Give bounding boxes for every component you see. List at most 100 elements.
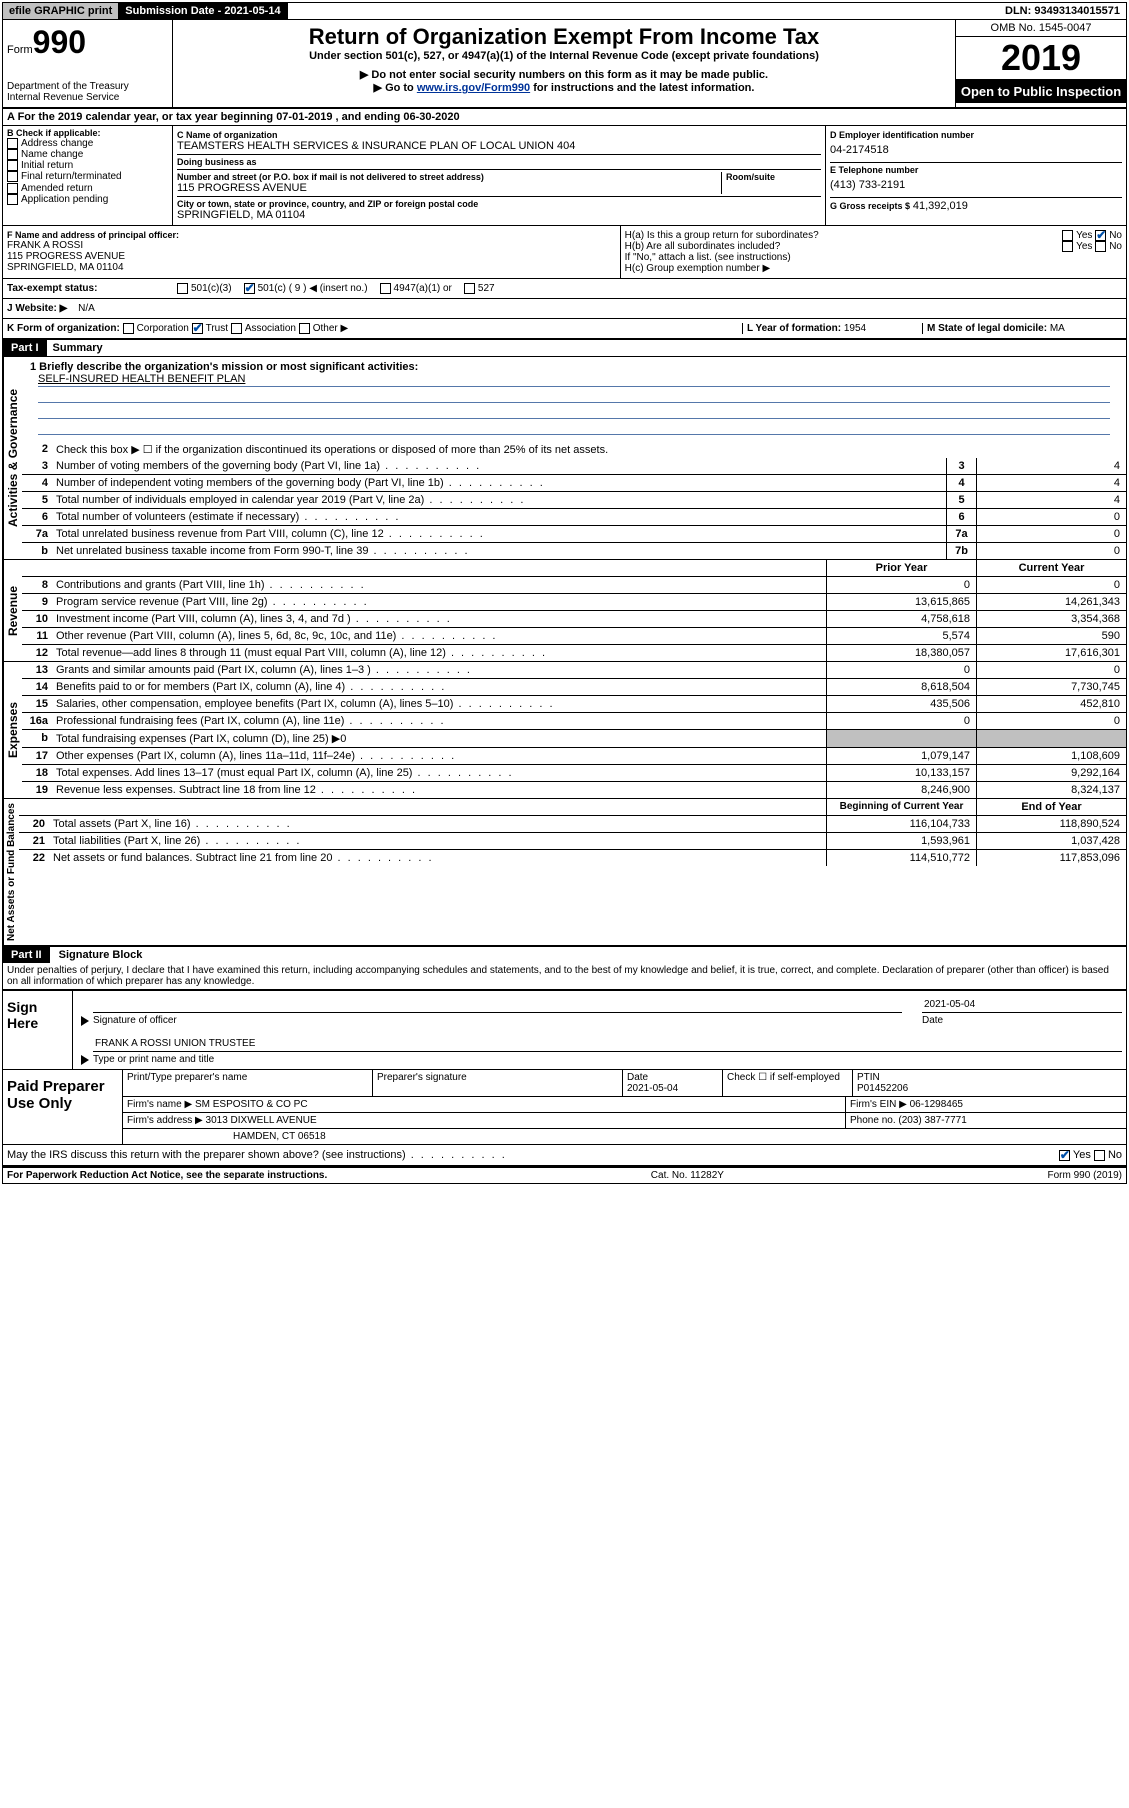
open-to-public: Open to Public Inspection	[956, 80, 1126, 103]
j-label: J Website: ▶	[7, 303, 67, 314]
perjury-statement: Under penalties of perjury, I declare th…	[3, 963, 1126, 989]
org-name: TEAMSTERS HEALTH SERVICES & INSURANCE PL…	[177, 140, 821, 152]
opt-final-return: Final return/terminated	[21, 172, 122, 183]
form-header: Form990 Department of the Treasury Inter…	[3, 20, 1126, 109]
sig-date: 2021-05-04	[922, 997, 1122, 1013]
form990-link[interactable]: www.irs.gov/Form990	[417, 82, 530, 94]
ptin-label: PTIN	[857, 1072, 880, 1083]
opt-app-pending: Application pending	[21, 194, 108, 205]
opt-501c3: 501(c)(3)	[191, 283, 232, 294]
cat-no: Cat. No. 11282Y	[651, 1170, 724, 1181]
line-17: 17 Other expenses (Part IX, column (A), …	[22, 748, 1126, 765]
firm-addr1: 3013 DIXWELL AVENUE	[206, 1115, 317, 1126]
chk-corp[interactable]	[123, 323, 134, 334]
b-label: B Check if applicable:	[7, 128, 168, 138]
chk-address-change[interactable]	[7, 138, 18, 149]
part1-title: Summary	[47, 340, 109, 356]
line-16a: 16a Professional fundraising fees (Part …	[22, 713, 1126, 730]
no-3: No	[1108, 1149, 1122, 1161]
line-7b: b Net unrelated business taxable income …	[22, 543, 1126, 559]
firm-ein: 06-1298465	[910, 1099, 963, 1110]
part2-header: Part II	[3, 947, 50, 963]
chk-amended[interactable]	[7, 183, 18, 194]
officer-name: FRANK A ROSSI	[7, 240, 616, 251]
g-label: G Gross receipts $	[830, 201, 910, 211]
chk-discuss-yes[interactable]	[1059, 1150, 1070, 1161]
paid-preparer-block: Paid Preparer Use Only Print/Type prepar…	[3, 1069, 1126, 1144]
hb-label: H(b) Are all subordinates included?	[625, 241, 781, 252]
line-5: 5 Total number of individuals employed i…	[22, 492, 1126, 509]
opt-other: Other ▶	[313, 323, 348, 334]
q2-discontinued: Check this box ▶ ☐ if the organization d…	[52, 441, 1126, 458]
line-6: 6 Total number of volunteers (estimate i…	[22, 509, 1126, 526]
line-13: 13 Grants and similar amounts paid (Part…	[22, 662, 1126, 679]
line-11: 11 Other revenue (Part VIII, column (A),…	[22, 628, 1126, 645]
website-value: N/A	[78, 303, 95, 314]
chk-app-pending[interactable]	[7, 194, 18, 205]
efile-label[interactable]: efile GRAPHIC print	[3, 3, 119, 19]
section-c: C Name of organization TEAMSTERS HEALTH …	[173, 126, 826, 225]
paid-preparer-label: Paid Preparer Use Only	[3, 1070, 123, 1144]
street-value: 115 PROGRESS AVENUE	[177, 182, 721, 194]
c-name-label: C Name of organization	[177, 130, 821, 140]
state-domicile: MA	[1050, 323, 1065, 334]
part-1: Part I Summary Activities & Governance 1…	[3, 340, 1126, 947]
chk-initial-return[interactable]	[7, 160, 18, 171]
opt-amended: Amended return	[21, 183, 93, 194]
chk-ha-no[interactable]	[1095, 230, 1106, 241]
chk-assoc[interactable]	[231, 323, 242, 334]
firm-name: SM ESPOSITO & CO PC	[195, 1099, 308, 1110]
ha-label: H(a) Is this a group return for subordin…	[625, 230, 819, 241]
form-subtitle: Under section 501(c), 527, or 4947(a)(1)…	[177, 50, 951, 62]
chk-name-change[interactable]	[7, 149, 18, 160]
chk-hb-no[interactable]	[1095, 241, 1106, 252]
line-12: 12 Total revenue—add lines 8 through 11 …	[22, 645, 1126, 661]
city-value: SPRINGFIELD, MA 01104	[177, 209, 821, 221]
line-20: 20 Total assets (Part X, line 16) 116,10…	[19, 816, 1126, 833]
form-title: Return of Organization Exempt From Incom…	[177, 24, 951, 50]
form-version: Form 990 (2019)	[1048, 1170, 1122, 1181]
section-h: H(a) Is this a group return for subordin…	[621, 226, 1126, 278]
line-10: 10 Investment income (Part VIII, column …	[22, 611, 1126, 628]
opt-corp: Corporation	[137, 323, 189, 334]
instr-1: ▶ Do not enter social security numbers o…	[177, 68, 951, 81]
col-prior-year: Prior Year	[826, 560, 976, 576]
yes-3: Yes	[1073, 1149, 1091, 1161]
prep-name-hdr: Print/Type preparer's name	[123, 1070, 373, 1096]
chk-501c[interactable]	[244, 283, 255, 294]
instr-2-pre: ▶ Go to	[374, 82, 417, 94]
chk-527[interactable]	[464, 283, 475, 294]
chk-501c3[interactable]	[177, 283, 188, 294]
chk-ha-yes[interactable]	[1062, 230, 1073, 241]
arrow-icon-2	[81, 1055, 89, 1065]
col-begin-year: Beginning of Current Year	[826, 799, 976, 815]
line-7a: 7a Total unrelated business revenue from…	[22, 526, 1126, 543]
mission-text: SELF-INSURED HEALTH BENEFIT PLAN	[38, 373, 1110, 387]
firm-ein-label: Firm's EIN ▶	[850, 1099, 907, 1110]
opt-name-change: Name change	[21, 149, 83, 160]
chk-discuss-no[interactable]	[1094, 1150, 1105, 1161]
m-label: M State of legal domicile:	[927, 323, 1047, 334]
chk-other[interactable]	[299, 323, 310, 334]
firm-addr-label: Firm's address ▶	[127, 1115, 203, 1126]
chk-final-return[interactable]	[7, 171, 18, 182]
part2-title: Signature Block	[53, 947, 149, 963]
chk-hb-yes[interactable]	[1062, 241, 1073, 252]
instr-2-post: for instructions and the latest informat…	[530, 82, 754, 94]
opt-trust: Trust	[206, 323, 228, 334]
i-label: Tax-exempt status:	[7, 283, 177, 294]
no-label-2: No	[1109, 241, 1122, 252]
dba-label: Doing business as	[177, 157, 821, 167]
side-activities-governance: Activities & Governance	[3, 357, 22, 559]
col-end-year: End of Year	[976, 799, 1126, 815]
hb-note: If "No," attach a list. (see instruction…	[625, 252, 1122, 263]
opt-527: 527	[478, 283, 495, 294]
chk-4947[interactable]	[380, 283, 391, 294]
line-4: 4 Number of independent voting members o…	[22, 475, 1126, 492]
officer-name-title: FRANK A ROSSI UNION TRUSTEE	[93, 1036, 1122, 1052]
yes-label-2: Yes	[1076, 241, 1092, 252]
opt-assoc: Association	[245, 323, 296, 334]
chk-trust[interactable]	[192, 323, 203, 334]
instr-2: ▶ Go to www.irs.gov/Form990 for instruct…	[177, 81, 951, 94]
prep-sig-hdr: Preparer's signature	[373, 1070, 623, 1096]
